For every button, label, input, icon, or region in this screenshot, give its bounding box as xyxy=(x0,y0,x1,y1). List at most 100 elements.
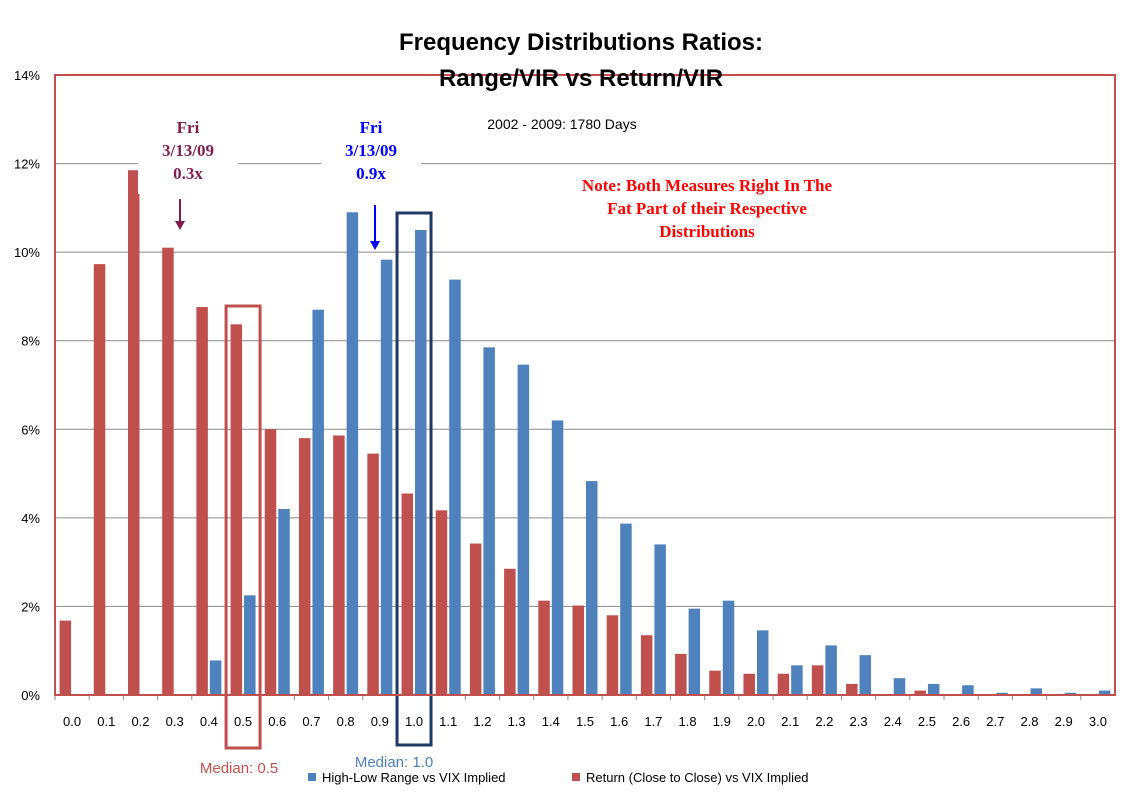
bar-range xyxy=(1064,692,1077,695)
x-tick-label: 0.1 xyxy=(97,714,115,729)
bar-range xyxy=(415,230,427,695)
bar-range xyxy=(1098,690,1111,695)
bar-return xyxy=(675,653,687,695)
bar-return xyxy=(640,635,653,695)
bar-range xyxy=(278,509,290,695)
bar-return xyxy=(469,543,482,695)
bar-range xyxy=(312,309,324,695)
bar-return xyxy=(435,510,448,695)
x-tick-label: 2.3 xyxy=(850,714,868,729)
x-tick-label: 0.3 xyxy=(166,714,184,729)
x-tick-label: 1.0 xyxy=(405,714,423,729)
x-tick-label: 2.4 xyxy=(884,714,902,729)
bar-range xyxy=(244,595,256,695)
x-tick-label: 0.0 xyxy=(63,714,81,729)
bar-return xyxy=(59,620,72,695)
chart-title-line-1: Frequency Distributions Ratios: xyxy=(399,29,763,56)
x-tick-label: 1.5 xyxy=(576,714,594,729)
y-tick-label: 6% xyxy=(21,422,40,437)
x-tick-label: 1.9 xyxy=(713,714,731,729)
bar-range xyxy=(893,678,906,695)
x-tick-label: 1.8 xyxy=(679,714,697,729)
bar-return xyxy=(196,307,208,695)
bar-return xyxy=(401,493,414,695)
note-line-2: Fat Part of their Respective xyxy=(607,199,807,218)
bar-range xyxy=(346,212,359,696)
bar-range xyxy=(859,655,872,695)
legend-swatch-return xyxy=(572,773,580,781)
x-tick-label: 1.1 xyxy=(439,714,457,729)
bar-return xyxy=(504,568,516,695)
annotation-text: 0.3x xyxy=(173,164,203,183)
y-tick-label: 4% xyxy=(21,511,40,526)
bar-range xyxy=(962,685,974,695)
bar-return xyxy=(93,264,106,695)
y-tick-label: 2% xyxy=(21,599,40,614)
bar-return xyxy=(606,615,619,695)
bar-return xyxy=(572,605,584,695)
median-label: Median: 0.5 xyxy=(200,760,278,777)
annotation-text: 3/13/09 xyxy=(345,141,397,160)
chart-subtitle: 2002 - 2009: 1780 Days xyxy=(487,116,636,132)
annotation-arrow-head xyxy=(175,221,185,230)
note-background xyxy=(545,168,875,246)
note-line-1: Note: Both Measures Right In The xyxy=(582,176,833,195)
x-tick-label: 0.6 xyxy=(268,714,286,729)
bar-return xyxy=(230,324,243,695)
bar-range xyxy=(722,600,735,695)
annotation-arrow-head xyxy=(370,241,380,250)
bar-return xyxy=(811,665,824,695)
x-tick-label: 2.6 xyxy=(952,714,970,729)
bar-range xyxy=(586,481,598,695)
bar-range xyxy=(756,630,769,695)
x-tick-label: 3.0 xyxy=(1089,714,1107,729)
annotation-text: 3/13/09 xyxy=(162,141,214,160)
x-tick-label: 1.4 xyxy=(542,714,560,729)
x-tick-label: 0.9 xyxy=(371,714,389,729)
plot-area-border xyxy=(54,74,1116,696)
x-tick-label: 0.4 xyxy=(200,714,218,729)
x-tick-label: 2.7 xyxy=(986,714,1004,729)
bar-range xyxy=(551,420,564,695)
x-tick-label: 2.9 xyxy=(1055,714,1073,729)
bar-return xyxy=(743,673,755,695)
bar-return xyxy=(914,690,926,695)
x-tick-label: 0.5 xyxy=(234,714,252,729)
legend-swatch-range xyxy=(308,773,316,781)
bar-return xyxy=(333,435,345,695)
x-tick-label: 2.1 xyxy=(781,714,799,729)
bar-range xyxy=(1030,688,1043,695)
note-line-3: Distributions xyxy=(659,222,755,241)
bar-range xyxy=(688,608,701,695)
x-tick-label: 1.7 xyxy=(644,714,662,729)
x-tick-label: 1.6 xyxy=(610,714,628,729)
annotation-background xyxy=(138,108,238,194)
y-tick-label: 10% xyxy=(14,245,40,260)
bar-return xyxy=(162,247,174,695)
bar-return xyxy=(777,673,790,695)
annotation-text: Fri xyxy=(360,118,383,137)
x-tick-label: 0.8 xyxy=(337,714,355,729)
bar-range xyxy=(517,364,530,695)
bar-return xyxy=(538,600,550,695)
bar-range xyxy=(449,279,461,695)
bar-range xyxy=(996,692,1008,695)
x-tick-label: 0.2 xyxy=(131,714,149,729)
bar-return xyxy=(298,438,311,695)
median-box xyxy=(395,211,433,747)
y-tick-label: 0% xyxy=(21,688,40,703)
x-tick-label: 1.2 xyxy=(473,714,491,729)
bar-range xyxy=(380,259,393,695)
bar-return xyxy=(846,683,858,695)
legend-label-return: Return (Close to Close) vs VIX Implied xyxy=(586,770,809,785)
annotation-background xyxy=(321,108,421,194)
bar-return xyxy=(127,170,140,695)
x-tick-label: 2.0 xyxy=(747,714,765,729)
y-tick-label: 12% xyxy=(14,157,40,172)
legend-label-range: High-Low Range vs VIX Implied xyxy=(322,770,506,785)
annotations: Fri 3/13/09 0.3x Fri 3/13/09 0.9x xyxy=(138,108,421,250)
bar-return xyxy=(367,453,379,695)
bar-range xyxy=(620,523,632,695)
bar-range xyxy=(791,665,803,695)
